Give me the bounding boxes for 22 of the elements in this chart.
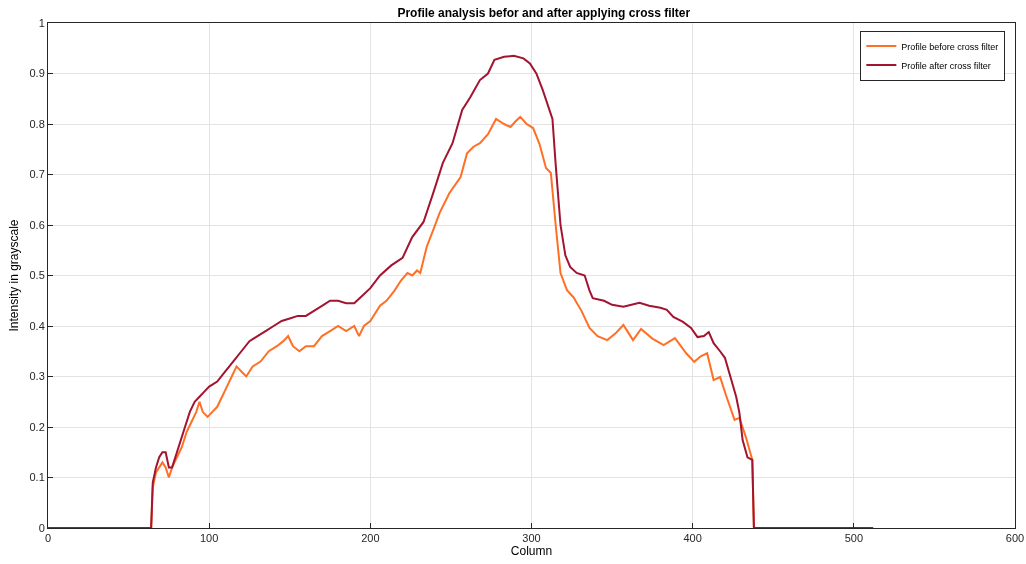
y-tick-label: 0 [38, 521, 45, 534]
y-axis-title: Intensity in grayscale [6, 219, 21, 332]
y-tick-label: 0.6 [29, 218, 45, 231]
y-tick-label: 1 [38, 16, 45, 29]
y-tick-label: 0.1 [29, 471, 45, 484]
y-tick-label: 0.5 [29, 269, 45, 282]
legend-label: Profile before cross filter [901, 41, 999, 52]
x-tick-label: 300 [522, 532, 541, 545]
x-tick-label: 400 [683, 532, 702, 545]
y-tick-label: 0.3 [29, 370, 45, 383]
x-tick-label: 600 [1005, 532, 1025, 545]
y-tick-label: 0.4 [29, 319, 45, 332]
legend-label: Profile after cross filter [901, 60, 991, 71]
chart-title: Profile analysis befor and after applying cross filter [397, 5, 691, 20]
y-tick-label: 0.9 [29, 67, 45, 80]
x-axis-title: Column [510, 544, 553, 559]
x-tick-label: 100 [199, 532, 219, 545]
x-tick-label: 200 [361, 532, 380, 545]
y-tick-label: 0.8 [29, 117, 45, 130]
y-tick-label: 0.7 [29, 168, 45, 181]
x-tick-label: 500 [844, 532, 864, 545]
y-tick-label: 0.2 [29, 420, 45, 433]
